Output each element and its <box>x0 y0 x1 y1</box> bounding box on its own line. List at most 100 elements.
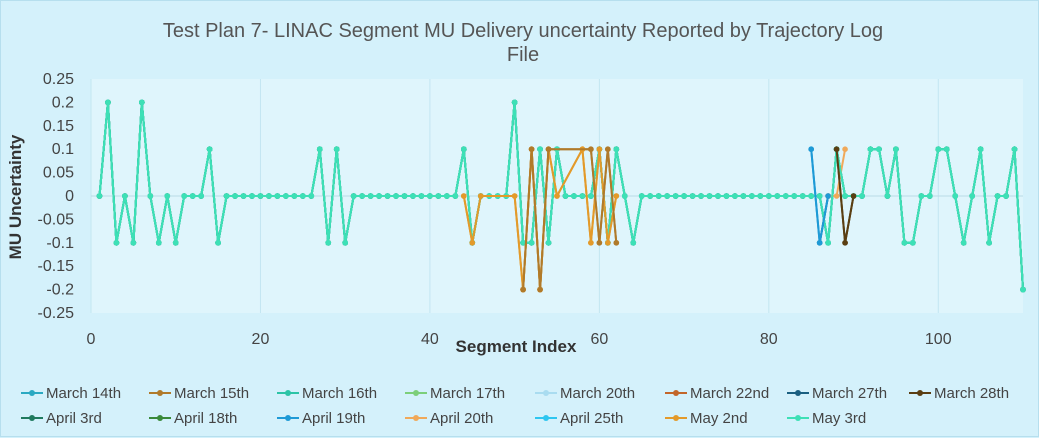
data-point <box>520 286 526 293</box>
data-point <box>833 146 840 152</box>
data-point <box>766 193 772 199</box>
data-point <box>418 193 425 199</box>
x-tick-label: 20 <box>252 331 270 348</box>
y-tick-label: 0.15 <box>43 118 74 135</box>
y-tick-label: -0.2 <box>46 282 74 299</box>
data-point <box>910 240 916 246</box>
y-tick-label: 0 <box>65 188 74 205</box>
series-line <box>522 148 618 290</box>
legend-item: March 20th <box>535 385 635 402</box>
legend-item: April 20th <box>405 410 493 427</box>
y-axis-title: MU Uncertainty <box>6 134 25 259</box>
data-point <box>740 193 747 199</box>
data-point <box>816 240 823 246</box>
data-point <box>122 193 128 199</box>
data-point <box>333 146 340 152</box>
data-point <box>723 193 730 199</box>
legend-item: April 3rd <box>21 410 102 427</box>
data-point <box>308 193 315 199</box>
data-point <box>1020 286 1026 293</box>
legend-swatch-marker <box>285 390 291 396</box>
data-point <box>300 193 306 199</box>
legend-item: March 14th <box>21 385 121 402</box>
data-point <box>376 193 382 199</box>
data-point <box>613 146 620 152</box>
legend-swatch-marker <box>29 415 35 421</box>
legend-item: May 3rd <box>787 410 866 427</box>
data-point <box>215 240 221 246</box>
legend-swatch-marker <box>673 390 679 396</box>
data-point <box>681 193 687 199</box>
data-point <box>918 193 925 199</box>
data-point <box>477 193 484 199</box>
data-point <box>206 146 213 152</box>
data-point <box>715 193 721 199</box>
data-point <box>113 240 120 246</box>
x-tick-label: 80 <box>760 331 778 348</box>
data-point <box>977 146 984 152</box>
legend-swatch-marker <box>917 390 923 396</box>
x-tick-label: 40 <box>421 331 439 348</box>
legend-item: March 15th <box>149 385 249 402</box>
data-point <box>689 193 696 199</box>
data-point <box>596 240 603 246</box>
legend-label: March 14th <box>46 385 121 402</box>
data-point <box>274 193 281 199</box>
data-point <box>969 193 975 199</box>
legend-item: March 22nd <box>665 385 769 402</box>
chart-title-line1: Test Plan 7- LINAC Segment MU Delivery u… <box>163 20 883 42</box>
data-point <box>647 193 653 199</box>
legend-label: March 20th <box>560 385 635 402</box>
data-point <box>588 146 594 152</box>
legend: March 14th March 15th March 16th March 17th… <box>21 385 1009 427</box>
data-point <box>943 146 950 152</box>
legend-item: March 16th <box>277 385 377 402</box>
data-point <box>469 240 476 246</box>
plot-area: 0.25 0.2 0.15 0.1 0.05 0 -0.05 -0.1 -0.15 -0.2 -0.… <box>38 71 1026 348</box>
data-point <box>147 193 154 199</box>
data-point <box>901 240 908 246</box>
legend-swatch-marker <box>673 415 679 421</box>
data-point <box>749 193 755 199</box>
data-point <box>782 193 789 199</box>
data-point <box>367 193 374 199</box>
chart-title-line2: File <box>507 44 539 66</box>
y-tick-label: -0.15 <box>38 258 75 275</box>
data-point <box>927 193 933 199</box>
data-point <box>393 193 399 199</box>
data-point <box>757 193 764 199</box>
data-point <box>257 193 264 199</box>
data-point <box>664 193 670 199</box>
legend-label: March 28th <box>934 385 1009 402</box>
data-point <box>105 99 111 106</box>
legend-label: March 27th <box>812 385 887 402</box>
data-point <box>350 193 357 199</box>
data-point <box>571 193 577 199</box>
y-tick-label: 0.05 <box>43 165 74 182</box>
data-point <box>799 193 806 199</box>
data-point <box>638 193 645 199</box>
legend-label: April 25th <box>560 410 623 427</box>
legend-label: March 22nd <box>690 385 769 402</box>
y-tick-label: -0.25 <box>38 305 75 322</box>
data-point <box>791 193 798 199</box>
data-point <box>774 193 781 199</box>
legend-label: May 3rd <box>812 410 866 427</box>
data-point <box>155 240 162 246</box>
data-point <box>816 193 823 199</box>
data-point <box>630 240 637 246</box>
data-point <box>528 240 535 246</box>
legend-item: March 27th <box>787 385 887 402</box>
data-point <box>96 193 103 199</box>
data-point <box>240 193 247 199</box>
legend-label: March 17th <box>430 385 505 402</box>
legend-swatch-marker <box>157 390 163 396</box>
data-point <box>588 193 594 199</box>
data-point <box>528 146 535 152</box>
legend-swatch-marker <box>543 415 549 421</box>
data-point <box>511 193 518 199</box>
series-march-28th <box>833 146 857 246</box>
data-point <box>232 193 238 199</box>
data-point <box>249 193 255 199</box>
